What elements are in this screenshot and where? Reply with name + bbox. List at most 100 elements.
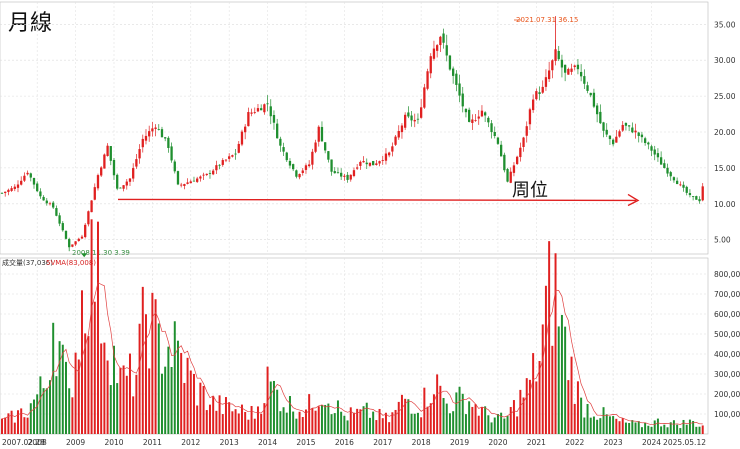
candle-body	[688, 193, 692, 196]
candle-body	[327, 151, 330, 160]
candle-body	[442, 33, 445, 43]
volume-bar	[541, 324, 544, 434]
candle-body	[675, 180, 679, 185]
candle-body	[39, 191, 42, 197]
volume-bar	[42, 388, 45, 434]
volume-bar	[468, 401, 471, 434]
candle-body	[224, 159, 228, 161]
candle-body	[218, 164, 221, 166]
candle-body	[308, 164, 311, 167]
price-tick-label: 30.00	[714, 56, 736, 65]
volume-bar	[576, 381, 579, 434]
candle-body	[189, 181, 192, 184]
candle-body	[592, 92, 596, 107]
volume-bar	[573, 403, 576, 434]
candle-body	[589, 92, 592, 96]
volume-legend: 成交量(37,036)	[2, 258, 53, 267]
volume-bar	[81, 290, 83, 434]
volume-tick-label: 500,000	[714, 330, 740, 339]
candle-body	[352, 170, 356, 177]
candle-body	[148, 131, 151, 137]
volume-bar	[212, 396, 215, 434]
volume-bar	[93, 301, 96, 434]
candle-body	[58, 215, 61, 224]
x-tick-label: 2025.05.12	[663, 438, 706, 447]
volume-bar	[429, 403, 432, 434]
candle-body	[279, 138, 282, 146]
candle-body	[451, 68, 455, 76]
low-annotation: 2008.11.30 3.39	[72, 249, 130, 257]
candle-body	[624, 122, 628, 126]
volume-bar	[448, 413, 451, 434]
candle-body	[634, 130, 637, 133]
candle-body	[52, 202, 55, 208]
volume-bar	[628, 422, 631, 434]
volume-bar	[487, 415, 490, 434]
x-tick-label: 2015	[296, 438, 315, 447]
candle-body	[563, 64, 567, 73]
volume-bar	[551, 345, 554, 434]
candle-body	[579, 71, 583, 77]
volume-bar	[404, 398, 407, 434]
volume-bar	[279, 411, 282, 434]
volume-bar	[116, 383, 119, 434]
x-tick-label: 2012	[181, 438, 200, 447]
candle-body	[407, 112, 410, 117]
volume-bar	[640, 427, 643, 434]
volume-bar	[330, 414, 333, 434]
candle-body	[365, 162, 368, 165]
volume-bar	[170, 367, 173, 434]
volume-bar	[650, 426, 653, 434]
candle-body	[525, 126, 528, 136]
volume-bar	[52, 322, 55, 434]
x-tick-label: 2010	[104, 438, 123, 447]
candle-body	[586, 85, 589, 91]
volume-bar	[343, 415, 346, 434]
volume-bar	[228, 402, 231, 434]
volume-bar	[324, 404, 327, 434]
candle-body	[36, 183, 39, 192]
volume-bar	[455, 392, 458, 434]
candle-body	[538, 92, 541, 94]
volume-bar	[39, 376, 42, 434]
volume-bar	[288, 396, 291, 434]
candle-body	[381, 160, 384, 161]
volume-bar	[138, 323, 141, 434]
candle-body	[544, 77, 548, 87]
candle-body	[4, 191, 7, 194]
volume-bar	[676, 424, 679, 434]
candle-body	[528, 109, 532, 125]
volume-bar	[506, 416, 509, 434]
volume-bar	[154, 299, 157, 434]
x-tick-label: 2014	[258, 438, 277, 447]
candle-body	[423, 87, 426, 108]
volume-bar	[68, 388, 71, 434]
volume-bar	[458, 386, 461, 434]
volume-bar	[352, 412, 355, 434]
volume-bar	[496, 414, 499, 434]
candle-body	[90, 200, 93, 213]
volume-bar	[269, 381, 272, 434]
x-tick-label: 2020	[488, 438, 507, 447]
volume-bar	[596, 419, 599, 434]
vma-legend: 5VMA(83,008)	[46, 259, 96, 267]
volume-bar	[461, 393, 464, 434]
candle-body	[576, 64, 580, 70]
candle-body	[272, 115, 276, 123]
candle-body	[282, 147, 285, 152]
volume-bar	[58, 341, 61, 434]
volume-bar	[74, 352, 77, 434]
volume-bar	[445, 403, 448, 434]
volume-bar	[548, 241, 551, 434]
candle-body	[285, 152, 288, 161]
volume-bar	[564, 326, 567, 434]
volume-bar	[157, 323, 160, 434]
volume-bar	[608, 416, 611, 434]
volume-bar	[84, 333, 87, 434]
volume-bar	[167, 346, 170, 434]
volume-bar	[672, 420, 675, 434]
volume-bar	[148, 368, 151, 434]
candle-body	[260, 108, 263, 111]
candle-body	[653, 149, 656, 155]
